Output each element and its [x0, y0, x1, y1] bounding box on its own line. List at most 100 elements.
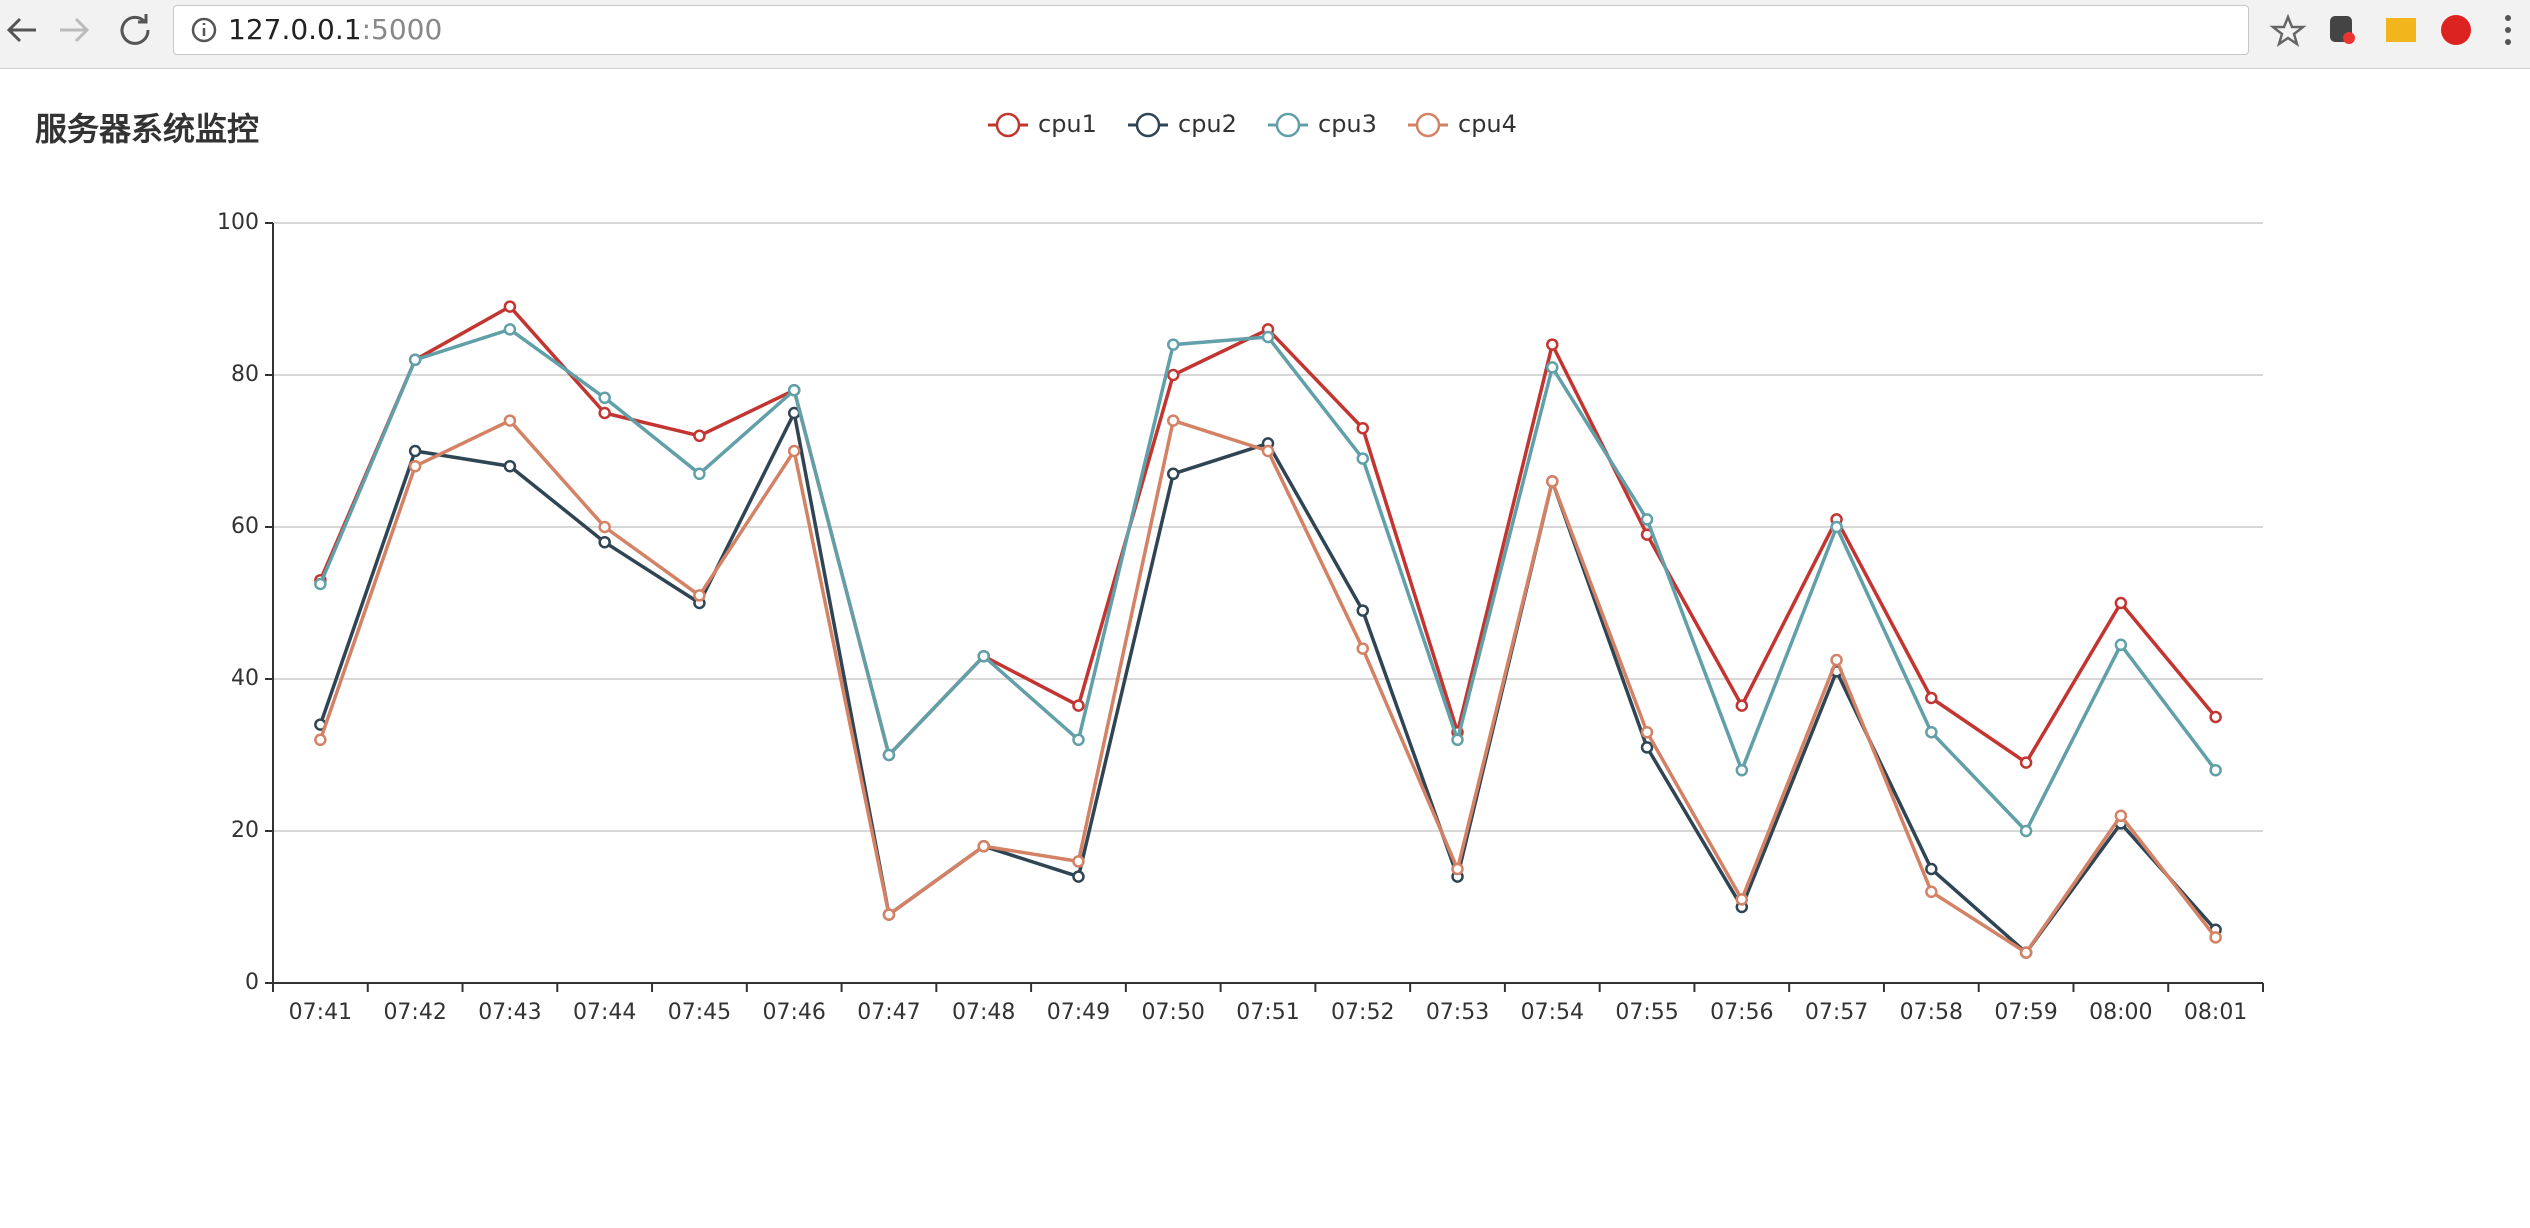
- x-tick-label: 07:44: [573, 1000, 636, 1025]
- data-point: [1451, 733, 1464, 747]
- x-tick-label: 08:00: [2089, 1000, 2152, 1025]
- back-button[interactable]: [6, 17, 36, 43]
- forward-button[interactable]: [60, 17, 90, 43]
- x-tick-label: 07:51: [1236, 1000, 1299, 1025]
- extension-badge: [2343, 32, 2355, 44]
- data-point: [1640, 741, 1654, 754]
- url-host: 127.0.0.1: [228, 13, 362, 46]
- extension-icon[interactable]: [2386, 18, 2416, 42]
- legend-symbol: [995, 112, 1021, 138]
- data-point: [598, 391, 611, 405]
- y-tick-label: 40: [231, 666, 259, 691]
- legend-label: cpu2: [1178, 110, 1237, 138]
- x-tick-label: 07:41: [289, 1000, 352, 1025]
- data-point: [503, 459, 517, 473]
- menu-dot[interactable]: [2505, 15, 2511, 21]
- legend-item[interactable]: cpu1: [988, 110, 1097, 138]
- x-tick-label: 07:46: [762, 1000, 825, 1025]
- legend-item[interactable]: cpu4: [1408, 110, 1517, 138]
- legend-label: cpu3: [1318, 110, 1377, 138]
- x-tick-label: 07:50: [1142, 1000, 1205, 1025]
- reload-button[interactable]: [120, 14, 150, 45]
- data-point: [1925, 862, 1938, 876]
- x-tick-label: 07:45: [668, 1000, 731, 1025]
- data-point: [1640, 513, 1654, 526]
- data-point: [1261, 444, 1275, 458]
- data-point: [2114, 638, 2128, 652]
- legend-label: cpu1: [1038, 110, 1097, 138]
- x-tick-label: 07:47: [857, 1000, 920, 1025]
- x-tick-label: 07:43: [478, 1000, 541, 1025]
- data-point: [1072, 870, 1085, 883]
- x-tick-label: 07:48: [952, 1000, 1015, 1025]
- legend-label: cpu4: [1458, 110, 1517, 138]
- data-point: [1072, 699, 1085, 712]
- data-point: [314, 733, 327, 747]
- y-tick-label: 60: [231, 514, 259, 539]
- data-point: [1546, 338, 1559, 351]
- legend-symbol: [1135, 112, 1161, 138]
- data-point: [2019, 756, 2033, 769]
- data-point: [503, 300, 517, 313]
- data-point: [1356, 421, 1370, 435]
- data-point: [2019, 824, 2033, 838]
- data-point: [598, 535, 611, 549]
- data-point: [1166, 338, 1180, 351]
- x-tick-label: 07:53: [1426, 1000, 1489, 1025]
- data-point: [1072, 733, 1085, 747]
- url-port: :5000: [361, 13, 443, 46]
- data-point: [598, 406, 611, 420]
- data-point: [408, 459, 422, 473]
- menu-dot: [2505, 27, 2511, 33]
- data-point: [2209, 763, 2222, 777]
- data-point: [2209, 710, 2222, 724]
- extension-icon[interactable]: [2441, 15, 2471, 45]
- info-icon: [191, 17, 217, 43]
- data-point: [1451, 862, 1464, 876]
- x-tick-label: 07:57: [1805, 1000, 1868, 1025]
- data-point: [1261, 330, 1275, 344]
- y-tick-label: 0: [245, 970, 259, 995]
- data-point: [1166, 414, 1180, 427]
- x-tick-label: 08:01: [2184, 1000, 2247, 1025]
- menu-dot: [2505, 39, 2511, 45]
- data-point: [1546, 361, 1559, 374]
- browser-toolbar: 127.0.0.1:5000: [0, 0, 2530, 69]
- data-point: [1356, 642, 1370, 655]
- data-point: [1166, 368, 1180, 382]
- data-point: [2114, 596, 2128, 610]
- legend-item[interactable]: cpu3: [1268, 110, 1377, 138]
- x-tick-label: 07:52: [1331, 1000, 1394, 1025]
- legend-item[interactable]: cpu2: [1128, 110, 1237, 138]
- data-point: [1735, 893, 1749, 906]
- data-point: [693, 429, 706, 443]
- toolbar-icons: [6, 13, 2511, 47]
- data-point: [598, 520, 611, 534]
- x-tick-label: 07:59: [1994, 1000, 2057, 1025]
- data-point: [1072, 855, 1085, 868]
- address-bar[interactable]: 127.0.0.1:5000: [173, 5, 2249, 55]
- x-tick-label: 07:49: [1047, 1000, 1110, 1025]
- x-tick-label: 07:42: [383, 1000, 446, 1025]
- bookmark-star[interactable]: [2269, 13, 2307, 47]
- chart: 服务器系统监控 0 20 40 60 80 100 07:41 07:42 07:43 07:44…: [35, 110, 2264, 1025]
- legend-symbol: [1275, 112, 1301, 138]
- data-point: [2019, 946, 2033, 959]
- data-point: [1830, 520, 1843, 534]
- data-point: [1356, 452, 1370, 465]
- data-point: [1925, 885, 1938, 899]
- data-point: [1166, 467, 1180, 481]
- data-point: [693, 589, 706, 602]
- data-point: [1735, 763, 1749, 777]
- x-tick-label: 07:58: [1900, 1000, 1963, 1025]
- data-point: [408, 444, 422, 458]
- data-point: [977, 649, 990, 663]
- y-tick-label: 80: [231, 362, 259, 387]
- chart-title: 服务器系统监控: [35, 110, 259, 148]
- x-tick-label: 07:55: [1615, 1000, 1678, 1025]
- data-point: [882, 748, 896, 762]
- data-point: [503, 414, 517, 427]
- data-point: [1735, 699, 1749, 712]
- data-point: [2114, 809, 2128, 823]
